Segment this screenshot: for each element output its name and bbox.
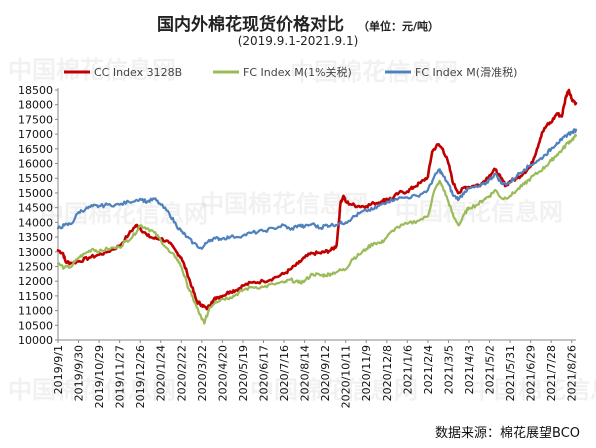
x-tick-label: 2020/2/22 — [175, 345, 188, 401]
y-tick-label: 12500 — [18, 260, 53, 273]
y-tick-label: 16500 — [18, 143, 53, 156]
y-tick-label: 18500 — [18, 84, 53, 97]
y-tick-label: 18000 — [18, 99, 53, 112]
y-tick-label: 17000 — [18, 128, 53, 141]
legend-label: CC Index 3128B — [94, 66, 182, 79]
y-tick-label: 16000 — [18, 158, 53, 171]
y-tick-label: 11500 — [18, 290, 53, 303]
x-tick-label: 2020/9/12 — [319, 345, 332, 401]
watermark-text: 中国棉花信息网 — [8, 56, 176, 84]
x-tick-label: 2019/9/30 — [73, 345, 86, 401]
x-axis: 2019/9/1 2019/9/30 2019/10/29 2019/11/27 201… — [52, 340, 579, 408]
x-tick-label: 2021/4/3 — [463, 345, 476, 394]
y-tick-label: 10000 — [18, 334, 53, 347]
legend-label: FC Index M(1%关税) — [243, 65, 352, 79]
x-tick-label: 2020/11/9 — [360, 345, 373, 401]
watermark-text: 中国棉花信息网 — [470, 376, 596, 404]
y-tick-label: 11000 — [18, 305, 53, 318]
x-tick-label: 2020/4/20 — [216, 345, 229, 401]
x-tick-label: 2021/3/5 — [442, 345, 455, 394]
y-tick-label: 15000 — [18, 187, 53, 200]
x-tick-label: 2020/5/19 — [237, 345, 250, 401]
x-tick-label: 2020/1/24 — [155, 345, 168, 401]
y-tick-label: 13500 — [18, 231, 53, 244]
legend: CC Index 3128B FC Index M(1%关税) FC Index M… — [64, 65, 517, 79]
y-tick-label: 17500 — [18, 113, 53, 126]
x-tick-label: 2021/2/4 — [422, 345, 435, 394]
y-tick-label: 12000 — [18, 275, 53, 288]
chart-unit: （单位：元/吨） — [357, 20, 440, 33]
x-tick-label: 2020/10/11 — [340, 345, 353, 408]
x-tick-label: 2019/11/27 — [114, 345, 127, 408]
chart-title-row: 国内外棉花现货价格对比 （单位：元/吨） — [0, 10, 596, 35]
legend-label: FC Index M(滑准税) — [415, 65, 517, 79]
x-tick-label: 2020/12/8 — [381, 345, 394, 401]
series-line-3 — [56, 128, 578, 250]
chart-title: 国内外棉花现货价格对比 — [156, 15, 344, 35]
x-tick-label: 2020/3/22 — [196, 345, 209, 401]
watermark-text: 中国棉花信息网 — [290, 58, 458, 86]
x-tick-label: 2021/5/31 — [504, 345, 517, 401]
y-tick-label: 13000 — [18, 246, 53, 259]
y-tick-label: 14500 — [18, 202, 53, 215]
x-tick-label: 2021/7/28 — [545, 345, 558, 401]
x-tick-label: 2020/7/16 — [278, 345, 291, 401]
x-tick-label: 2019/10/29 — [93, 345, 106, 408]
x-tick-label: 2021/5/2 — [484, 345, 497, 394]
data-source: 数据来源：棉花展望BCO — [435, 426, 580, 441]
watermark-text: 中国棉花信息网 — [8, 376, 176, 404]
x-tick-label: 2021/8/26 — [566, 345, 579, 401]
series-line-2 — [56, 133, 578, 325]
chart-subtitle: (2019.9.1-2021.9.1) — [237, 34, 359, 48]
y-tick-label: 10500 — [18, 319, 53, 332]
x-tick-label: 2020/6/17 — [257, 345, 270, 401]
x-tick-label: 2019/9/1 — [52, 345, 65, 394]
watermark-text: 中国棉花信息网 — [200, 190, 368, 218]
x-tick-label: 2020/8/14 — [299, 345, 312, 401]
x-tick-label: 2021/6/29 — [525, 345, 538, 401]
y-tick-label: 15500 — [18, 172, 53, 185]
x-tick-label: 2019/12/26 — [134, 345, 147, 408]
x-tick-label: 2021/1/6 — [401, 345, 414, 394]
watermark-text: 中国棉花信息网 — [250, 376, 418, 404]
y-tick-label: 14000 — [18, 216, 53, 229]
